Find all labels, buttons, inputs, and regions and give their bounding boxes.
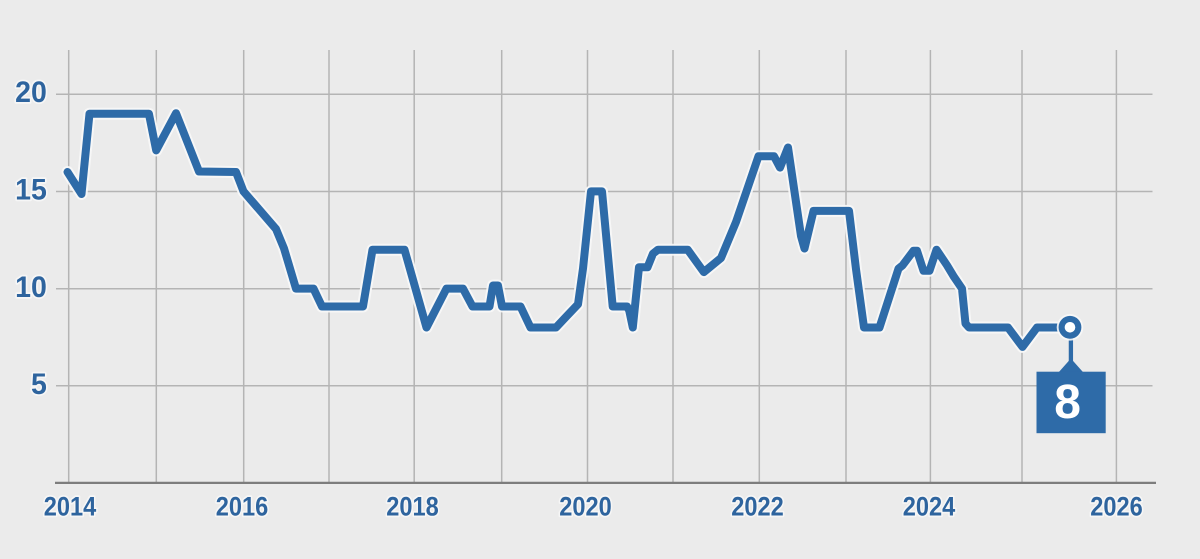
svg-text:8: 8 <box>1054 376 1081 429</box>
svg-text:5: 5 <box>31 369 47 402</box>
svg-text:2014: 2014 <box>44 492 97 522</box>
svg-text:2016: 2016 <box>216 492 269 522</box>
svg-text:15: 15 <box>15 174 47 207</box>
svg-text:20: 20 <box>15 76 47 109</box>
svg-text:2018: 2018 <box>386 492 439 522</box>
svg-text:2026: 2026 <box>1090 492 1143 522</box>
svg-text:2024: 2024 <box>903 492 956 522</box>
svg-text:2020: 2020 <box>559 492 611 522</box>
svg-text:2022: 2022 <box>731 492 783 522</box>
svg-text:10: 10 <box>15 271 47 304</box>
